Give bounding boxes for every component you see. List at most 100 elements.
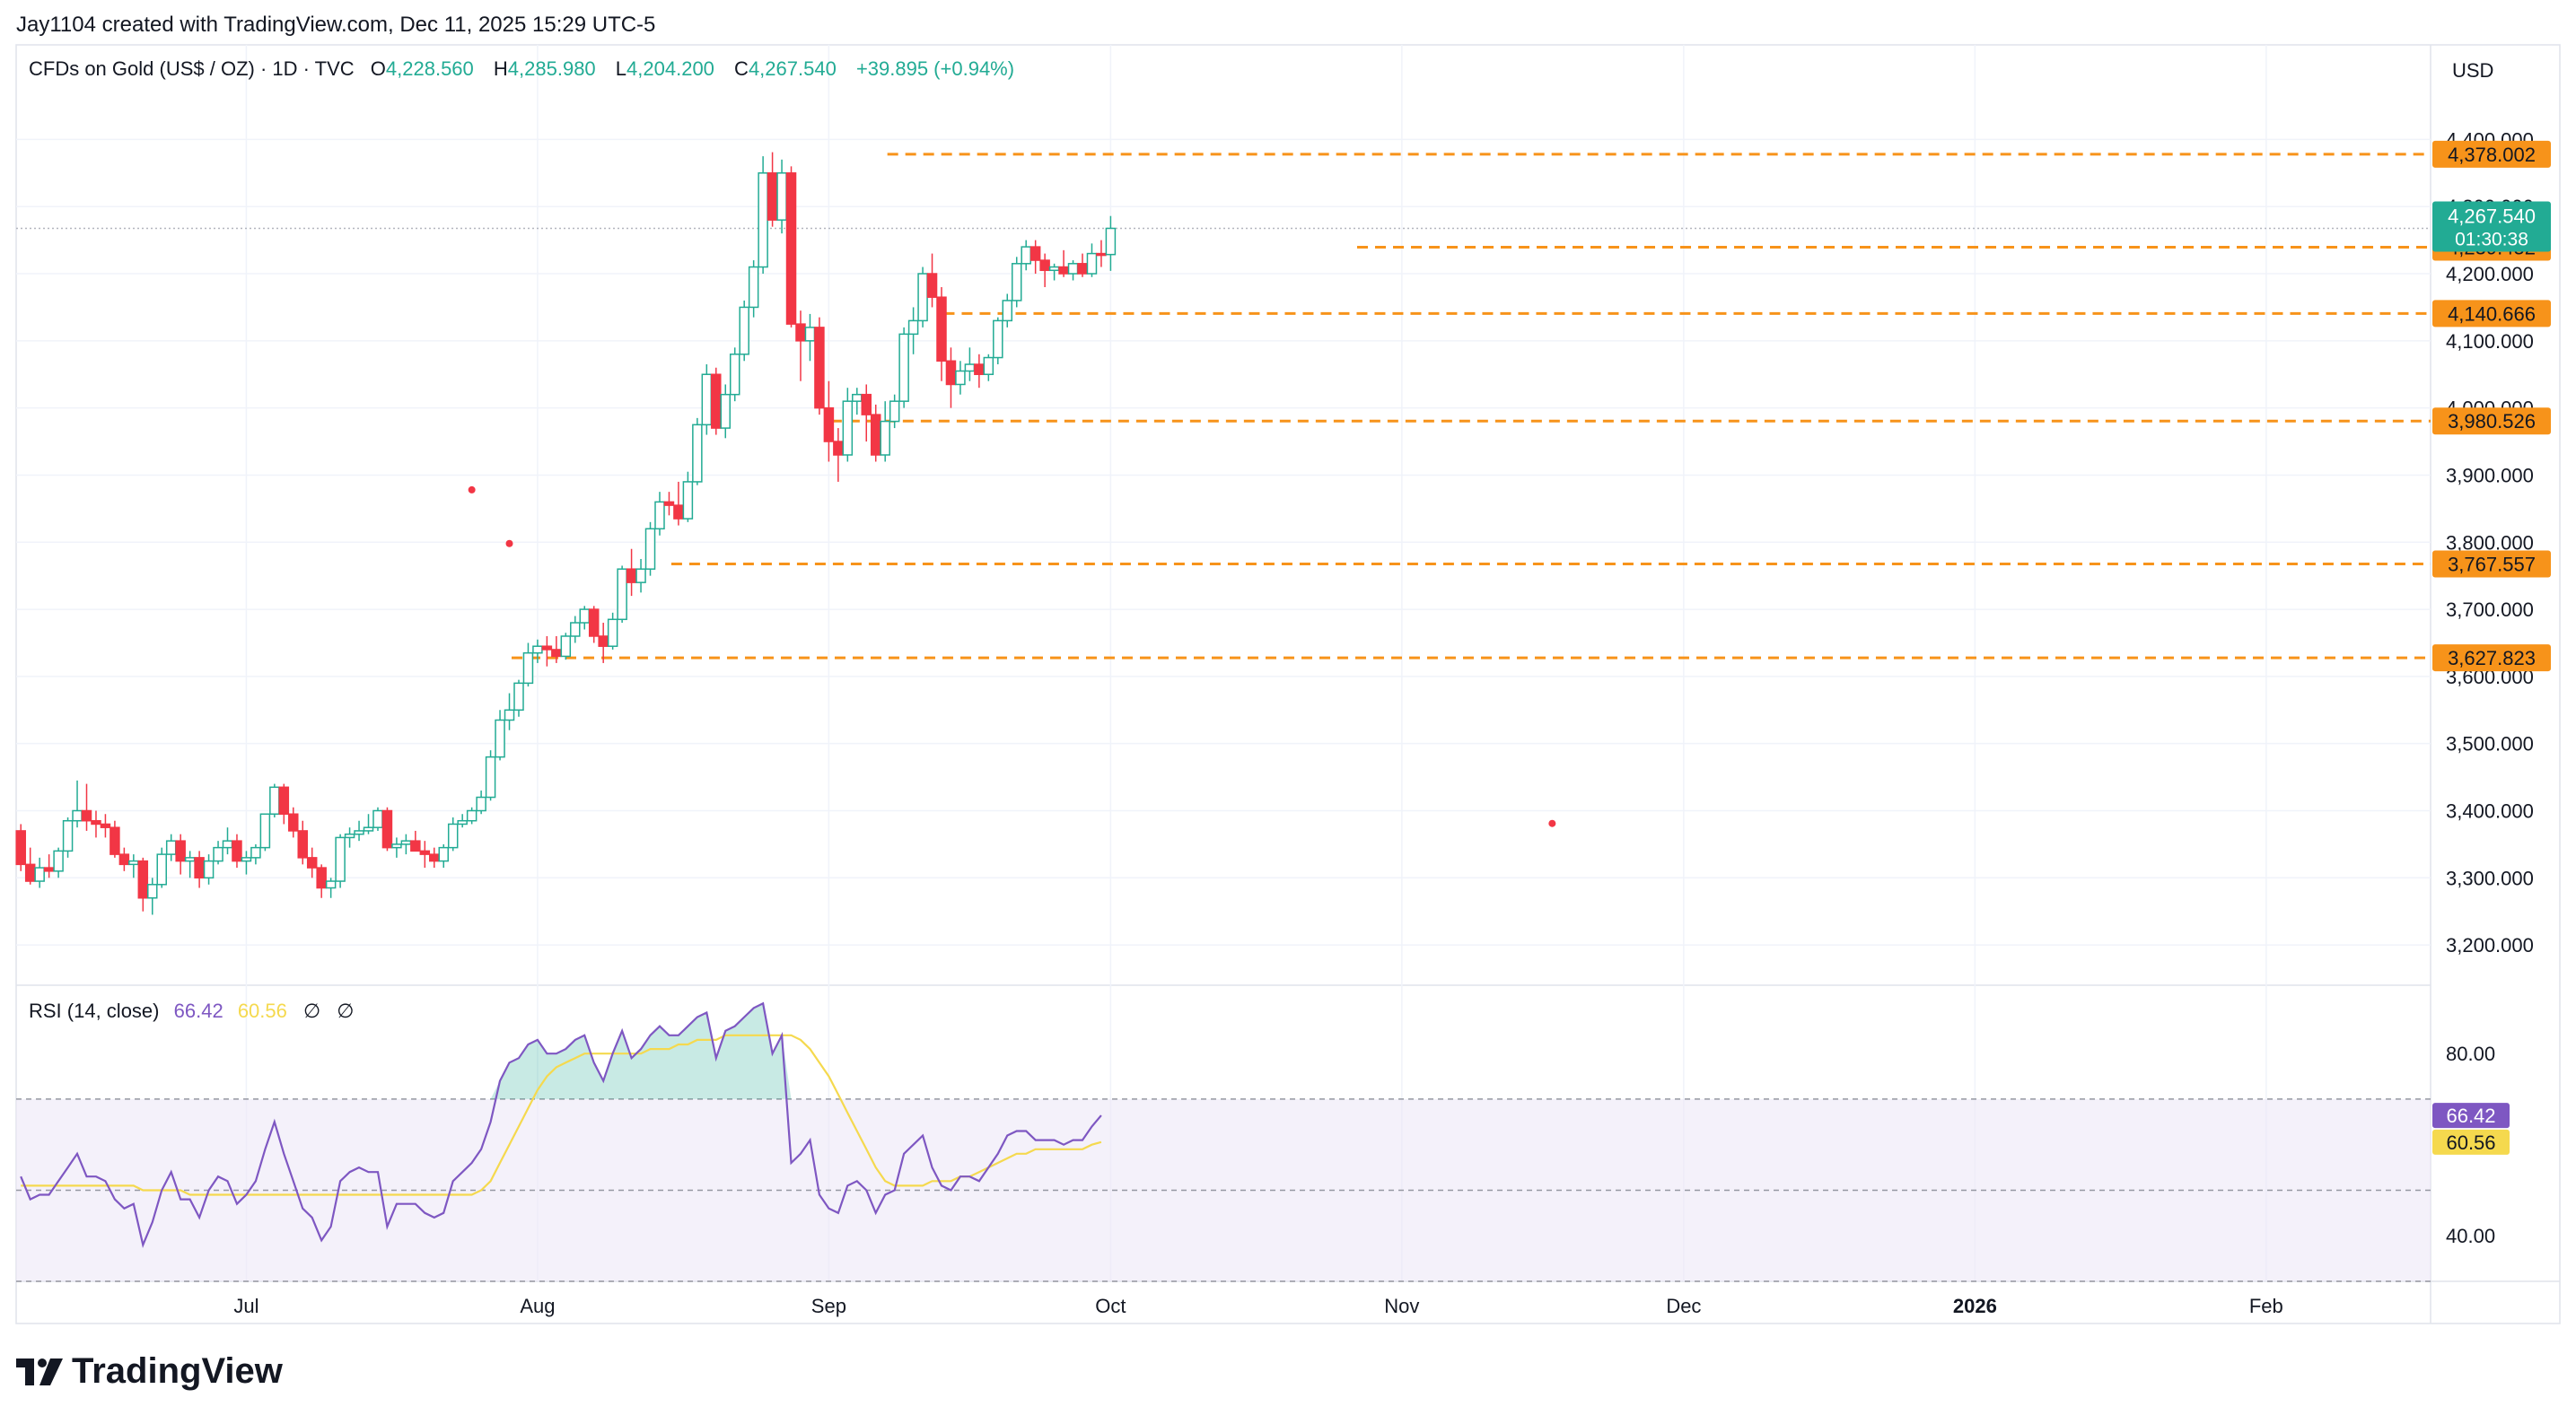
- candle-body: [739, 306, 749, 355]
- candle-body: [156, 853, 167, 886]
- candle-body: [128, 860, 139, 866]
- open-label: O: [370, 57, 386, 80]
- candle-body: [607, 618, 618, 647]
- candle-body: [663, 501, 675, 506]
- price-tick-label: 3,500.000: [2446, 733, 2534, 756]
- rsi-legend[interactable]: RSI (14, close) 66.42 60.56 ∅ ∅: [29, 1000, 354, 1023]
- low-label: L: [615, 57, 627, 80]
- price-tick-label: 3,200.000: [2446, 934, 2534, 957]
- candle-body: [889, 400, 900, 423]
- candle-body: [381, 809, 393, 849]
- price-tick-label: 3,800.000: [2446, 531, 2534, 554]
- candle-body: [692, 424, 703, 483]
- candle-body: [814, 327, 825, 409]
- candle-body: [720, 393, 732, 429]
- candle-body: [62, 819, 74, 852]
- rsi-tick-label: 40.00: [2446, 1225, 2495, 1247]
- candle-body: [1011, 263, 1022, 301]
- tradingview-logo-text: TradingView: [72, 1351, 283, 1391]
- event-marker: [468, 485, 476, 494]
- time-tick-label: Feb: [2249, 1295, 2283, 1317]
- candle-body: [729, 354, 740, 396]
- candle-body: [522, 651, 534, 685]
- price-tick-label: 4,200.000: [2446, 263, 2534, 285]
- candle-body: [758, 172, 768, 268]
- time-tick-label: Jul: [233, 1295, 258, 1317]
- level-tag-label: 4,140.666: [2448, 302, 2536, 325]
- candlestick-series: [15, 152, 1117, 915]
- candle-body: [804, 327, 816, 342]
- candle-body: [24, 863, 36, 882]
- candle-body: [1039, 259, 1050, 272]
- level-tag-label: 4,378.002: [2448, 144, 2536, 166]
- symbol-ohlc-legend[interactable]: CFDs on Gold (US$ / OZ) · 1D · TVC O4,22…: [29, 57, 1029, 81]
- chart-frame: [15, 44, 2561, 1324]
- candle-body: [635, 568, 646, 583]
- candle-body: [1067, 263, 1079, 275]
- price-tick-label: 3,700.000: [2446, 598, 2534, 621]
- candle-body: [983, 356, 994, 375]
- candle-body: [203, 860, 215, 879]
- grid-lines: [16, 45, 2431, 1281]
- candle-body: [1096, 252, 1107, 257]
- candle-body: [504, 709, 515, 721]
- rsi-value: 66.42: [173, 1000, 223, 1022]
- candle-body: [34, 867, 45, 882]
- level-tag: [2432, 300, 2551, 328]
- candle-body: [955, 370, 966, 386]
- candle-body: [447, 823, 459, 849]
- candle-body: [1058, 266, 1069, 275]
- candle-body: [682, 481, 694, 520]
- event-marker: [505, 539, 513, 547]
- candle-body: [551, 649, 562, 658]
- candle-body: [438, 846, 449, 862]
- candle-body: [53, 850, 64, 872]
- candle-body: [532, 645, 543, 654]
- candle-body: [194, 857, 205, 879]
- candle-body: [429, 853, 440, 862]
- candle-body: [232, 840, 242, 862]
- candle-body: [137, 860, 149, 899]
- price-tick-label: 3,300.000: [2446, 867, 2534, 889]
- hidden-value-icon: ∅: [303, 1000, 321, 1022]
- candle-body: [466, 809, 478, 822]
- chart-creator-caption: Jay1104 created with TradingView.com, De…: [16, 13, 656, 37]
- rsi-ma-tag-label: 60.56: [2446, 1131, 2495, 1154]
- candle-body: [372, 809, 383, 828]
- rsi-axis: 40.00 80.00 66.42 60.56: [2432, 1043, 2510, 1247]
- last-price-tag: [2432, 201, 2551, 252]
- candle-body: [1086, 252, 1098, 275]
- candle-body: [785, 172, 797, 325]
- candle-body: [147, 884, 158, 899]
- candle-body: [15, 830, 26, 866]
- candle-body: [748, 266, 759, 309]
- candle-body: [297, 830, 308, 859]
- candle-body: [588, 608, 600, 637]
- symbol-title: CFDs on Gold (US$ / OZ) · 1D · TVC: [29, 57, 355, 80]
- candle-body: [917, 273, 928, 322]
- candle-body: [457, 819, 468, 826]
- candle-body: [288, 813, 299, 832]
- candle-body: [175, 840, 186, 862]
- candle-body: [852, 393, 863, 402]
- candle-body: [617, 568, 627, 621]
- candle-body: [541, 645, 553, 651]
- rsi-value-tag: [2432, 1103, 2510, 1129]
- tradingview-logo[interactable]: TradingView: [16, 1351, 283, 1392]
- candle-body: [560, 635, 572, 658]
- event-markers: [468, 485, 1556, 827]
- candle-body: [43, 867, 55, 872]
- candle-body: [419, 850, 431, 855]
- candle-body: [81, 809, 92, 822]
- time-tick-label: Sep: [811, 1295, 846, 1317]
- candle-body: [1077, 263, 1088, 275]
- candle-body: [880, 420, 890, 456]
- candle-body: [250, 846, 261, 859]
- currency-label[interactable]: USD: [2452, 59, 2494, 82]
- candle-body: [842, 400, 854, 456]
- candle-body: [222, 840, 233, 849]
- candle-body: [898, 333, 909, 402]
- support-resistance-levels: [16, 153, 2431, 660]
- candle-body: [1021, 246, 1031, 265]
